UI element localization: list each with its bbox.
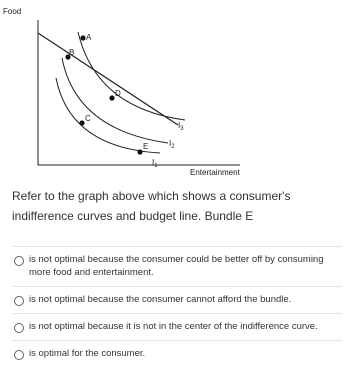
option[interactable]: is optimal for the consumer.	[12, 340, 342, 367]
axes	[37, 20, 240, 166]
point-label: E	[143, 142, 148, 151]
point	[79, 120, 85, 126]
radio[interactable]	[14, 296, 24, 306]
question-text: Refer to the graph above which shows a c…	[12, 189, 291, 223]
x-axis-label: Entertainment	[190, 168, 241, 177]
option-text: is not optimal because the consumer cann…	[29, 294, 292, 305]
option[interactable]: is not optimal because the consumer coul…	[12, 246, 342, 291]
option-text: is optimal for the consumer.	[29, 348, 146, 359]
graph: Food Entertainment A B C D E I1 I2 I3	[3, 7, 241, 177]
point-label: C	[85, 114, 91, 123]
point	[109, 95, 115, 101]
option[interactable]: is not optimal because the consumer cann…	[12, 286, 342, 317]
curve-label: I1	[152, 158, 158, 169]
option-text: is not optimal because it is not in the …	[29, 321, 318, 332]
point-label: A	[86, 33, 92, 42]
point-label: D	[115, 89, 121, 98]
option-text: is not optimal because the consumer coul…	[29, 254, 324, 278]
point	[65, 54, 71, 60]
radio[interactable]	[14, 323, 24, 333]
budget-line	[37, 32, 179, 126]
radio[interactable]	[14, 256, 24, 266]
indifference-curve	[77, 31, 186, 121]
point-label: B	[69, 48, 74, 57]
point	[80, 35, 86, 41]
indifference-curve	[61, 57, 169, 144]
curve-label: I2	[169, 139, 175, 150]
option[interactable]: is not optimal because it is not in the …	[12, 313, 342, 344]
y-axis-label: Food	[3, 7, 21, 16]
point	[137, 149, 143, 155]
radio[interactable]	[14, 350, 24, 360]
curve-label: I3	[178, 121, 184, 132]
